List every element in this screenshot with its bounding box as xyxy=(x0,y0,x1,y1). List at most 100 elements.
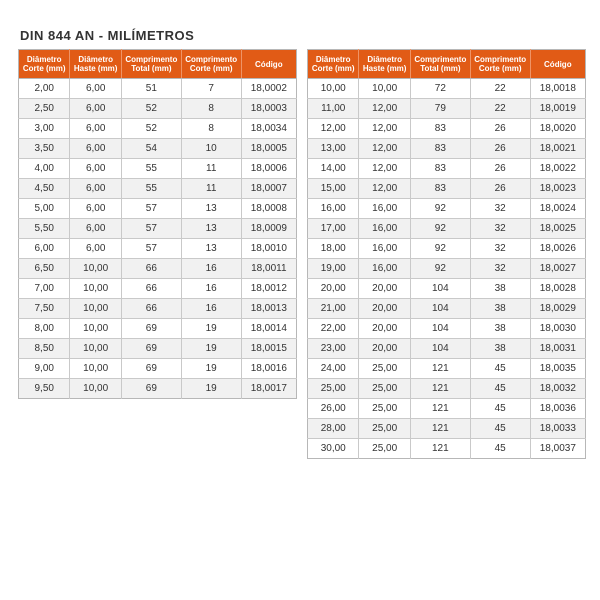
table-cell: 25,00 xyxy=(308,379,359,399)
table-cell: 20,00 xyxy=(308,279,359,299)
table-cell: 18,0012 xyxy=(241,279,296,299)
table-cell: 18,0037 xyxy=(530,439,585,459)
table-cell: 18,0020 xyxy=(530,119,585,139)
table-cell: 51 xyxy=(121,79,181,99)
spec-table-right: Diâmetro Corte (mm) Diâmetro Haste (mm) … xyxy=(307,49,586,459)
table-cell: 18,0022 xyxy=(530,159,585,179)
table-cell: 6,00 xyxy=(70,179,121,199)
table-row: 16,0016,00923218,0024 xyxy=(308,199,586,219)
table-cell: 6,00 xyxy=(70,159,121,179)
table-row: 4,006,00551118,0006 xyxy=(19,159,297,179)
table-cell: 72 xyxy=(410,79,470,99)
table-cell: 57 xyxy=(121,199,181,219)
table-cell: 18,0033 xyxy=(530,419,585,439)
table-cell: 5,50 xyxy=(19,219,70,239)
table-cell: 18,0032 xyxy=(530,379,585,399)
table-cell: 10,00 xyxy=(70,379,121,399)
table-cell: 12,00 xyxy=(359,159,410,179)
table-cell: 6,00 xyxy=(70,99,121,119)
table-cell: 13 xyxy=(181,239,241,259)
table-cell: 18,0031 xyxy=(530,339,585,359)
table-cell: 83 xyxy=(410,119,470,139)
table-cell: 18,0028 xyxy=(530,279,585,299)
table-cell: 55 xyxy=(121,159,181,179)
table-cell: 18,0014 xyxy=(241,319,296,339)
table-row: 28,0025,001214518,0033 xyxy=(308,419,586,439)
table-row: 3,506,00541018,0005 xyxy=(19,139,297,159)
table-cell: 18,0019 xyxy=(530,99,585,119)
table-cell: 121 xyxy=(410,359,470,379)
col-header: Comprimento Total (mm) xyxy=(121,50,181,79)
table-row: 6,006,00571318,0010 xyxy=(19,239,297,259)
table-cell: 7 xyxy=(181,79,241,99)
table-cell: 18,0013 xyxy=(241,299,296,319)
table-cell: 32 xyxy=(470,219,530,239)
table-cell: 20,00 xyxy=(359,299,410,319)
table-cell: 26 xyxy=(470,139,530,159)
col-header: Diâmetro Corte (mm) xyxy=(19,50,70,79)
table-cell: 32 xyxy=(470,239,530,259)
table-cell: 6,00 xyxy=(70,119,121,139)
table-cell: 6,00 xyxy=(70,79,121,99)
table-cell: 25,00 xyxy=(359,419,410,439)
table-cell: 17,00 xyxy=(308,219,359,239)
table-cell: 22 xyxy=(470,99,530,119)
table-cell: 6,00 xyxy=(70,199,121,219)
table-cell: 11,00 xyxy=(308,99,359,119)
page: DIN 844 AN - MILÍMETROS Diâmetro Corte (… xyxy=(0,0,600,473)
table-cell: 9,00 xyxy=(19,359,70,379)
table-cell: 6,00 xyxy=(70,139,121,159)
table-cell: 18,0008 xyxy=(241,199,296,219)
table-cell: 22,00 xyxy=(308,319,359,339)
table-cell: 18,0036 xyxy=(530,399,585,419)
table-cell: 83 xyxy=(410,139,470,159)
table-cell: 15,00 xyxy=(308,179,359,199)
table-cell: 45 xyxy=(470,359,530,379)
table-row: 3,006,0052818,0034 xyxy=(19,119,297,139)
table-cell: 3,00 xyxy=(19,119,70,139)
table-cell: 18,0010 xyxy=(241,239,296,259)
table-row: 2,506,0052818,0003 xyxy=(19,99,297,119)
table-row: 9,0010,00691918,0016 xyxy=(19,359,297,379)
table-cell: 19,00 xyxy=(308,259,359,279)
table-cell: 13,00 xyxy=(308,139,359,159)
table-cell: 52 xyxy=(121,99,181,119)
table-cell: 18,0009 xyxy=(241,219,296,239)
table-cell: 121 xyxy=(410,399,470,419)
table-cell: 3,50 xyxy=(19,139,70,159)
table-row: 19,0016,00923218,0027 xyxy=(308,259,586,279)
table-cell: 8 xyxy=(181,99,241,119)
table-cell: 10,00 xyxy=(308,79,359,99)
table-head: Diâmetro Corte (mm) Diâmetro Haste (mm) … xyxy=(308,50,586,79)
table-cell: 16 xyxy=(181,279,241,299)
table-cell: 104 xyxy=(410,279,470,299)
table-cell: 79 xyxy=(410,99,470,119)
table-cell: 19 xyxy=(181,379,241,399)
table-cell: 4,50 xyxy=(19,179,70,199)
table-cell: 92 xyxy=(410,259,470,279)
table-row: 10,0010,00722218,0018 xyxy=(308,79,586,99)
table-cell: 18,0034 xyxy=(241,119,296,139)
table-row: 8,0010,00691918,0014 xyxy=(19,319,297,339)
table-cell: 10,00 xyxy=(359,79,410,99)
table-row: 4,506,00551118,0007 xyxy=(19,179,297,199)
table-cell: 19 xyxy=(181,359,241,379)
table-cell: 16,00 xyxy=(359,199,410,219)
table-row: 5,006,00571318,0008 xyxy=(19,199,297,219)
table-cell: 18,0029 xyxy=(530,299,585,319)
table-row: 18,0016,00923218,0026 xyxy=(308,239,586,259)
table-cell: 69 xyxy=(121,319,181,339)
table-cell: 66 xyxy=(121,299,181,319)
table-cell: 69 xyxy=(121,379,181,399)
table-cell: 10,00 xyxy=(70,359,121,379)
table-cell: 45 xyxy=(470,439,530,459)
col-header: Código xyxy=(530,50,585,79)
table-cell: 25,00 xyxy=(359,359,410,379)
table-cell: 25,00 xyxy=(359,379,410,399)
table-cell: 92 xyxy=(410,199,470,219)
table-cell: 38 xyxy=(470,299,530,319)
table-cell: 8,50 xyxy=(19,339,70,359)
table-cell: 18,00 xyxy=(308,239,359,259)
table-row: 30,0025,001214518,0037 xyxy=(308,439,586,459)
table-cell: 54 xyxy=(121,139,181,159)
